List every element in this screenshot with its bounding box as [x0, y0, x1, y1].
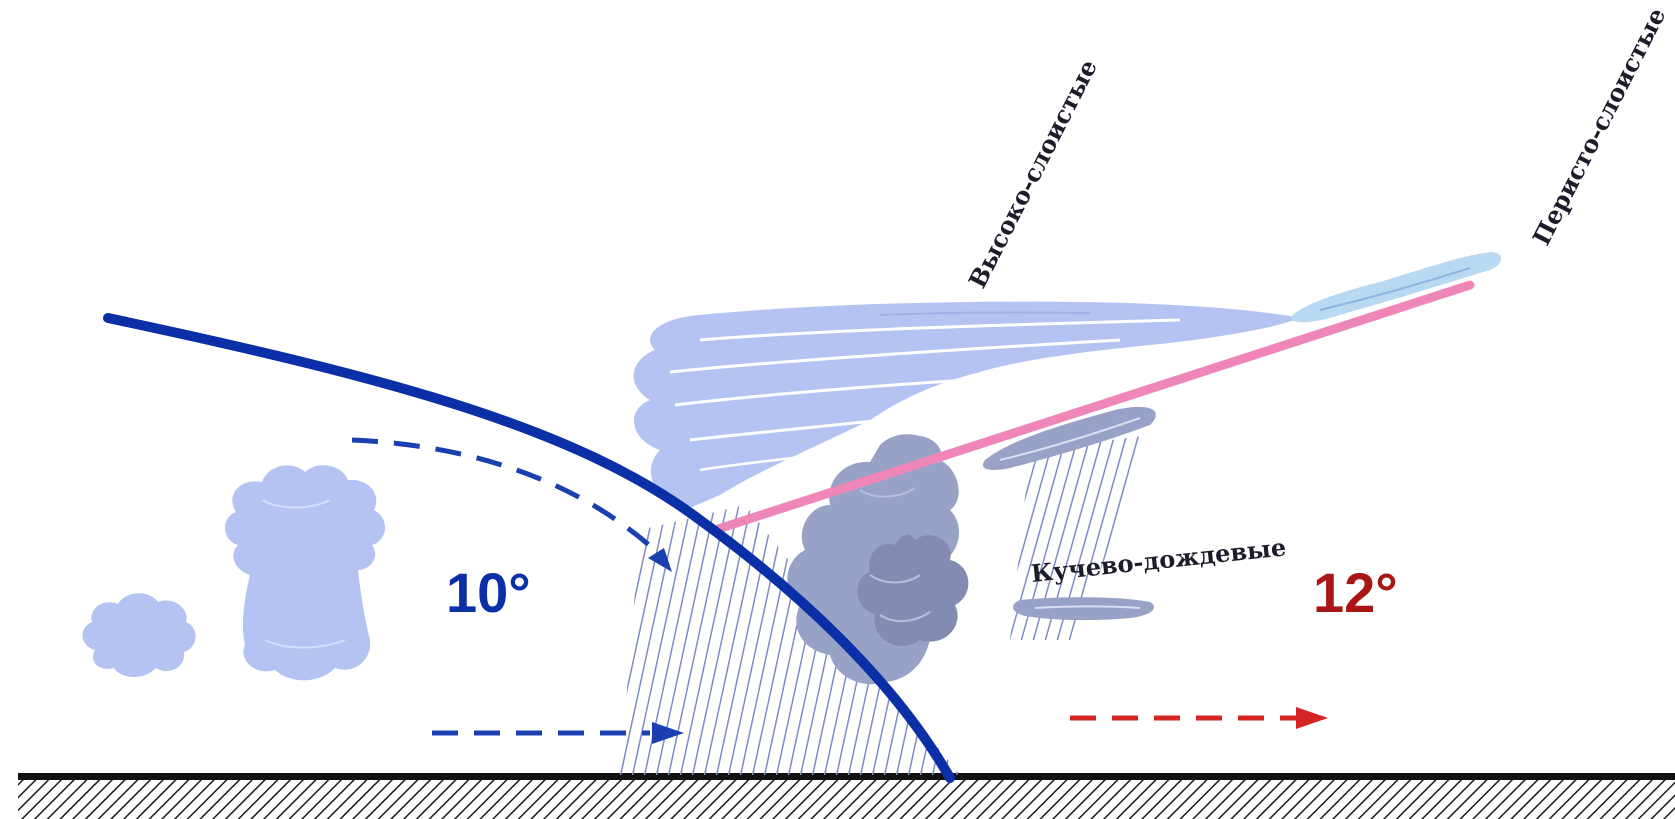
rain-streak	[1010, 435, 1057, 640]
label-altostratus: Высоко-слоистые	[963, 55, 1103, 293]
cirrostratus-cloud	[1290, 252, 1502, 323]
altostratus-cloud	[633, 301, 1300, 510]
warm-air-arrow	[1070, 707, 1328, 729]
rain-streak	[620, 505, 669, 775]
rain-streak	[980, 500, 1040, 778]
cold-air-temperature: 10°	[446, 561, 531, 624]
rain-streak	[715, 505, 777, 775]
cold-air-arrow-upper	[351, 437, 672, 572]
warm-air-temperature: 12°	[1313, 561, 1398, 624]
rain-streak	[667, 505, 729, 775]
rain-streak	[620, 505, 621, 775]
cumulus-cloud-large	[224, 465, 386, 681]
rain-streak	[620, 505, 645, 775]
label-cumulonimbus: Кучево-дождевые	[1030, 532, 1288, 588]
rain-streak	[955, 505, 960, 775]
warm-front-surface-line	[710, 280, 1475, 535]
label-cirrostratus: Перисто-слоистые	[1527, 3, 1672, 250]
rain-streak	[739, 505, 801, 775]
rain-streak	[968, 500, 1028, 778]
rain-streak	[703, 505, 765, 775]
rain-streak	[620, 505, 633, 775]
cold-front-line	[103, 313, 955, 783]
rain-streak	[1152, 430, 1212, 645]
cold-air-arrow-lower	[432, 722, 684, 744]
cumulus-cloud-small	[82, 593, 196, 677]
rain-streak	[620, 505, 681, 775]
ground	[18, 773, 1675, 819]
